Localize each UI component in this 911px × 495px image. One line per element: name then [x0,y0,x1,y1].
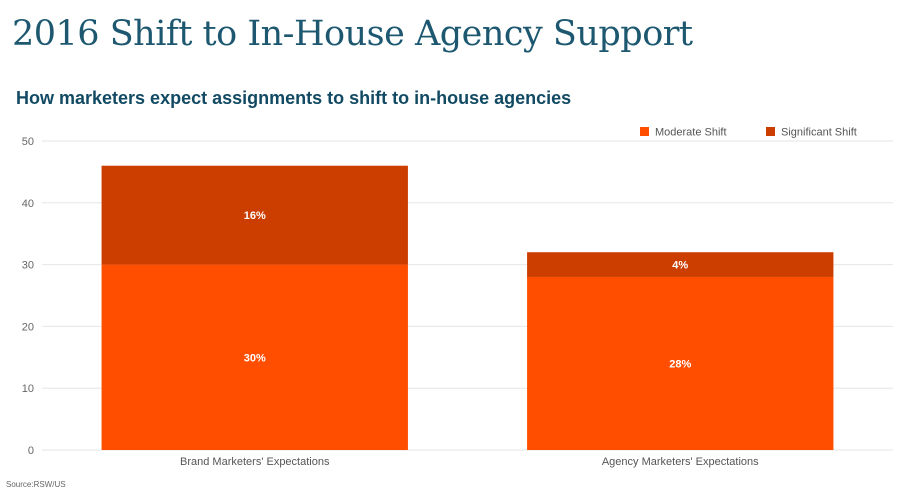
data-label: 28% [669,358,691,370]
y-tick-label: 0 [28,445,34,457]
bar-segment [101,165,408,265]
bar-segment [527,276,834,450]
page-title: 2016 Shift to In-House Agency Support [12,14,693,54]
bar-segment [101,264,408,450]
x-tick-label: Brand Marketers' Expectations [180,456,330,468]
y-tick-label: 20 [22,321,34,333]
legend-label: Significant Shift [781,127,857,139]
y-tick-label: 40 [22,198,34,210]
data-label: 4% [672,260,688,272]
data-label: 16% [244,210,266,222]
y-tick-label: 50 [22,136,34,148]
legend-label: Moderate Shift [655,127,727,139]
legend-swatch [766,127,775,136]
y-tick-label: 10 [22,383,34,395]
data-label: 30% [244,352,266,364]
bar-segment [527,252,834,277]
legend-swatch [640,127,649,136]
chart-subtitle: How marketers expect assignments to shif… [16,88,572,108]
x-tick-label: Agency Marketers' Expectations [602,456,759,468]
y-tick-label: 30 [22,260,34,272]
source-note: Source:RSW/US [6,480,66,489]
